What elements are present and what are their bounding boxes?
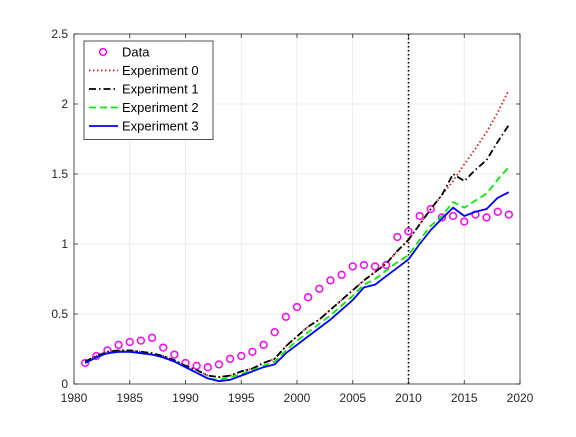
data-point (437, 213, 447, 222)
data-point (125, 337, 134, 347)
data-point (359, 260, 369, 270)
legend-label: Experiment 1 (122, 82, 199, 97)
data-point (159, 343, 168, 352)
data-point (225, 354, 235, 363)
data-point (415, 211, 424, 221)
data-point (482, 213, 491, 222)
series-experiment-3 (84, 191, 510, 383)
x-tick-label: 1995 (228, 391, 255, 405)
data-point (237, 351, 246, 361)
series-data (81, 204, 514, 372)
y-tick-label: 0 (61, 377, 68, 391)
data-point (426, 204, 435, 214)
data-point (81, 358, 90, 368)
legend-label: Experiment 3 (122, 119, 199, 134)
data-point (281, 312, 291, 321)
legend-label: Experiment 0 (122, 63, 199, 78)
x-tick-label: 1985 (116, 391, 143, 405)
series-group (81, 89, 514, 383)
axis-ticks: 1980 1985 1990 1995 2000 2005 2010 2015 2020 0 0.5… (51, 27, 533, 405)
data-point (493, 207, 502, 216)
data-point (147, 333, 157, 342)
data-point (114, 340, 123, 349)
data-point (382, 260, 391, 270)
y-tick-label: 0.5 (51, 307, 68, 321)
data-point (460, 217, 469, 226)
legend-label: Data (122, 45, 150, 60)
x-tick-label: 2005 (339, 391, 366, 405)
data-point (248, 347, 257, 356)
data-point (448, 211, 458, 221)
x-tick-label: 1990 (172, 391, 199, 405)
legend-marker (98, 47, 108, 57)
data-point (348, 262, 357, 271)
data-point (404, 227, 413, 236)
y-tick-label: 1 (61, 237, 68, 251)
data-point (315, 284, 324, 293)
data-point (326, 276, 335, 285)
series-line (84, 124, 510, 378)
x-tick-label: 2000 (284, 391, 311, 405)
series-experiment-2 (84, 166, 510, 381)
data-point (504, 210, 514, 219)
x-tick-label: 2015 (451, 391, 478, 405)
data-point (136, 336, 146, 345)
y-tick-label: 1.5 (51, 167, 68, 181)
series-line (84, 191, 510, 383)
x-tick-label: 1980 (61, 391, 88, 405)
data-point (337, 270, 346, 279)
legend: Data Experiment 0 Experiment 1 Experiment 2… (83, 40, 214, 140)
y-tick-label: 2 (61, 97, 68, 111)
series-experiment-1 (84, 124, 510, 378)
data-point (370, 262, 380, 271)
data-point (393, 232, 402, 242)
x-tick-label: 2010 (395, 391, 422, 405)
data-point (304, 293, 313, 302)
grid (74, 34, 520, 384)
data-point (292, 302, 302, 312)
data-point (259, 340, 268, 349)
legend-label: Experiment 2 (122, 100, 199, 115)
data-point (214, 360, 224, 369)
y-tick-label: 2.5 (51, 27, 68, 41)
x-tick-label: 2020 (507, 391, 534, 405)
data-point (203, 363, 212, 372)
data-point (170, 350, 179, 359)
legend-box (83, 40, 214, 140)
data-point (270, 328, 279, 337)
series-line (84, 166, 510, 381)
